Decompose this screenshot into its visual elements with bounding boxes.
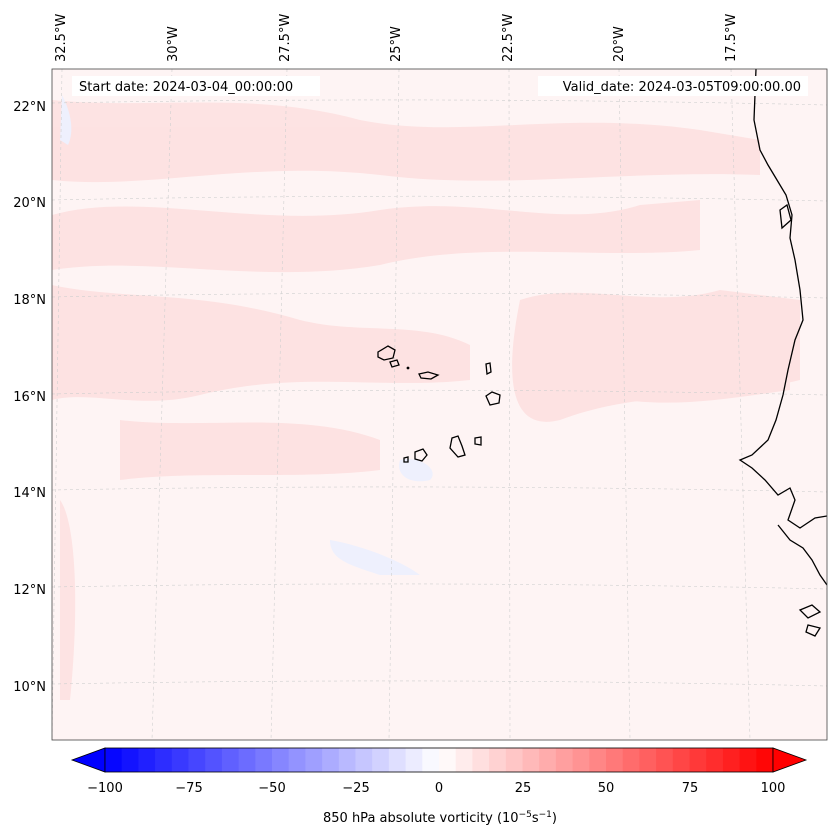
colorbar-tick: −50 — [258, 781, 285, 796]
island-dot — [406, 366, 410, 370]
colorbar-step — [372, 748, 390, 772]
graticule — [52, 69, 827, 740]
colorbar-step — [121, 748, 139, 772]
island-santo-antao — [377, 345, 396, 361]
vorticity-negative-patches — [60, 95, 433, 575]
start-date-box — [72, 76, 320, 96]
colorbar-step — [572, 748, 590, 772]
map-panel[interactable] — [52, 69, 827, 740]
colorbar-step — [656, 748, 674, 772]
colorbar-step — [589, 748, 607, 772]
colorbar-ticks: −100 −75 −50 −25 0 25 50 75 100 — [87, 781, 785, 796]
island-maio — [474, 436, 482, 446]
colorbar-step — [722, 748, 741, 772]
lat-label: 10°N — [13, 680, 46, 695]
colorbar-step — [756, 748, 774, 772]
colorbar-tick: 50 — [598, 781, 615, 796]
colorbar-step — [272, 748, 290, 772]
colorbar-tick: −100 — [87, 781, 123, 796]
colorbar-step — [739, 748, 757, 772]
island-brava — [403, 456, 409, 463]
lat-label: 12°N — [13, 583, 46, 598]
lat-label: 16°N — [13, 390, 46, 405]
lon-label: 30°W — [166, 26, 181, 62]
colorbar-step — [205, 748, 223, 772]
colorbar-step — [606, 748, 624, 772]
lon-label: 17.5°W — [724, 14, 739, 62]
colorbar-step — [439, 748, 457, 772]
colorbar-step — [155, 748, 173, 772]
lon-label: 22.5°W — [501, 14, 516, 62]
island-sao-nicolau — [418, 371, 440, 380]
vorticity-field-background — [52, 69, 827, 740]
colorbar-step — [255, 748, 273, 772]
lat-label: 20°N — [13, 196, 46, 211]
colorbar-tick: 0 — [435, 781, 443, 796]
colorbar-step — [355, 748, 373, 772]
colorbar-step — [672, 748, 690, 772]
colorbar-step — [539, 748, 557, 772]
start-date-text: Start date: 2024-03-04_00:00:00 — [79, 80, 293, 95]
lon-label: 25°W — [389, 26, 404, 62]
island-fogo — [414, 448, 428, 462]
colorbar-step — [405, 748, 423, 772]
valid-date-text: Valid_date: 2024-03-05T09:00:00.00 — [563, 80, 801, 95]
colorbar-step — [505, 748, 523, 772]
colorbar-step — [221, 748, 240, 772]
africa-coastline — [738, 69, 827, 529]
cape-verde-islands — [377, 345, 501, 463]
lon-label: 20°W — [612, 26, 627, 62]
colorbar-step — [689, 748, 707, 772]
colorbar-min-arrow — [70, 747, 106, 773]
lat-label: 18°N — [13, 293, 46, 308]
vorticity-contours — [52, 100, 800, 700]
colorbar-steps — [105, 748, 774, 772]
longitude-labels: 32.5°W 30°W 27.5°W 25°W 22.5°W 20°W 17.5… — [54, 14, 739, 62]
lon-label: 32.5°W — [54, 14, 69, 62]
colorbar-step — [522, 748, 540, 772]
colorbar-step — [105, 748, 123, 772]
map-frame — [51, 68, 828, 741]
island-sal — [485, 362, 492, 376]
colorbar-max-arrow — [772, 747, 808, 773]
colorbar-step — [338, 748, 356, 772]
colorbar-step — [455, 748, 473, 772]
colorbar-step — [322, 748, 340, 772]
colorbar-step — [388, 748, 407, 772]
colorbar-step — [238, 748, 256, 772]
lat-label: 14°N — [13, 486, 46, 501]
colorbar: −100 −75 −50 −25 0 25 50 75 100 850 hPa … — [70, 747, 808, 826]
colorbar-step — [489, 748, 507, 772]
colorbar-step — [305, 748, 323, 772]
island-sao-vicente — [389, 359, 400, 368]
lat-label: 22°N — [13, 100, 46, 115]
colorbar-tick: 75 — [682, 781, 699, 796]
colorbar-step — [639, 748, 657, 772]
header: Start date: 2024-03-04_00:00:00 Valid_da… — [72, 76, 808, 96]
colorbar-step — [555, 748, 574, 772]
colorbar-step — [472, 748, 490, 772]
coastline — [738, 69, 827, 637]
colorbar-tick: −75 — [175, 781, 202, 796]
colorbar-step — [171, 748, 189, 772]
colorbar-step — [622, 748, 640, 772]
colorbar-label: 850 hPa absolute vorticity (10−5s−1) — [323, 810, 557, 826]
latitude-labels: 22°N 20°N 18°N 16°N 14°N 12°N 10°N — [13, 100, 46, 695]
colorbar-tick: 25 — [515, 781, 532, 796]
lon-label: 27.5°W — [278, 14, 293, 62]
valid-date-box — [538, 76, 808, 96]
island-santiago — [449, 435, 466, 458]
colorbar-step — [288, 748, 306, 772]
colorbar-tick: −25 — [342, 781, 369, 796]
island-boa-vista — [485, 391, 501, 406]
colorbar-step — [706, 748, 724, 772]
colorbar-tick: 100 — [761, 781, 786, 796]
colorbar-step — [422, 748, 440, 772]
colorbar-step — [188, 748, 206, 772]
colorbar-step — [138, 748, 156, 772]
